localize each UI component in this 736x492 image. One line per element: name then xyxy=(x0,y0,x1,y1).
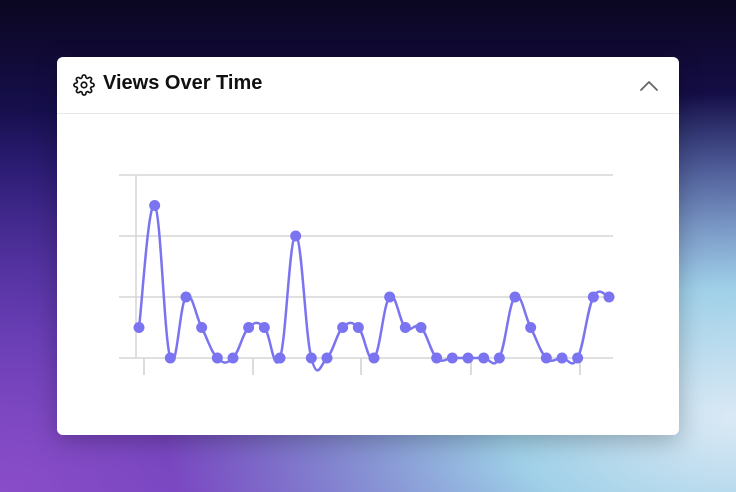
point xyxy=(415,322,427,333)
point xyxy=(572,352,584,364)
point xyxy=(290,230,302,242)
point xyxy=(149,200,161,211)
point xyxy=(164,352,176,364)
point xyxy=(368,352,380,364)
point xyxy=(587,291,599,303)
collapse-button[interactable] xyxy=(639,79,659,93)
point xyxy=(384,291,396,303)
point xyxy=(478,352,490,364)
point xyxy=(399,322,411,333)
point xyxy=(274,352,286,364)
point xyxy=(352,322,364,333)
point xyxy=(431,352,443,364)
point xyxy=(337,322,349,333)
point xyxy=(540,352,552,364)
point xyxy=(556,352,568,364)
point xyxy=(133,322,145,333)
point xyxy=(211,352,223,364)
point xyxy=(321,352,333,364)
point xyxy=(462,352,474,364)
settings-icon[interactable] xyxy=(73,74,95,96)
chart xyxy=(119,174,615,375)
point xyxy=(243,322,255,333)
x-axis-ticks xyxy=(143,358,581,375)
point xyxy=(525,322,537,333)
point xyxy=(493,352,505,364)
point xyxy=(305,352,317,364)
point xyxy=(258,322,270,333)
point xyxy=(180,291,192,303)
line xyxy=(137,204,610,372)
point xyxy=(446,352,458,364)
point xyxy=(196,322,208,333)
point xyxy=(603,291,615,303)
panel-title: Views Over Time xyxy=(103,72,263,94)
panel-header: Views Over Time xyxy=(57,57,679,114)
point xyxy=(227,352,239,364)
panel: Views Over Time xyxy=(57,57,679,435)
point xyxy=(509,291,521,303)
